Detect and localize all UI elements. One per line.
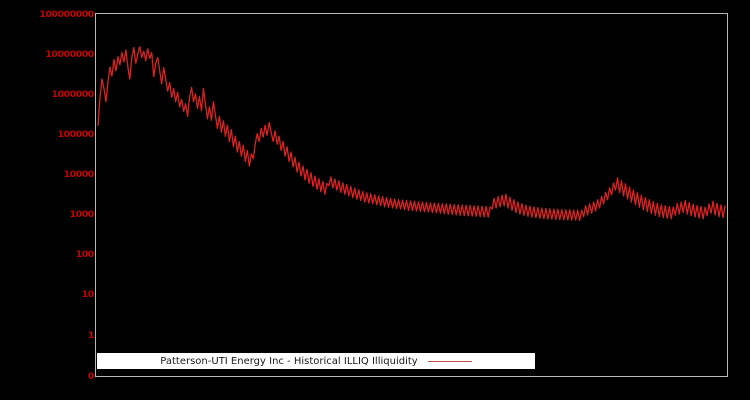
y-tick-label: 10000000 [45, 50, 95, 60]
legend-label: Patterson-UTI Energy Inc - Historical IL… [160, 355, 418, 367]
y-tick-label: 10000 [63, 170, 95, 180]
y-tick-label: 1000 [69, 210, 94, 220]
y-tick-label: 100000 [57, 130, 95, 140]
legend-line-sample [427, 360, 472, 362]
y-tick-label: 1 [87, 331, 94, 341]
y-tick-label: 0 [87, 372, 94, 382]
illiq-line-chart [97, 45, 726, 222]
illiq-series-line [97, 45, 726, 222]
chart-legend[interactable]: Patterson-UTI Energy Inc - Historical IL… [97, 353, 535, 369]
plot-area [95, 13, 728, 377]
y-tick-label: 1000000 [51, 90, 95, 100]
y-tick-label: 100 [75, 250, 94, 260]
y-tick-label: 10 [81, 290, 94, 300]
y-tick-label: 100000000 [39, 10, 94, 20]
